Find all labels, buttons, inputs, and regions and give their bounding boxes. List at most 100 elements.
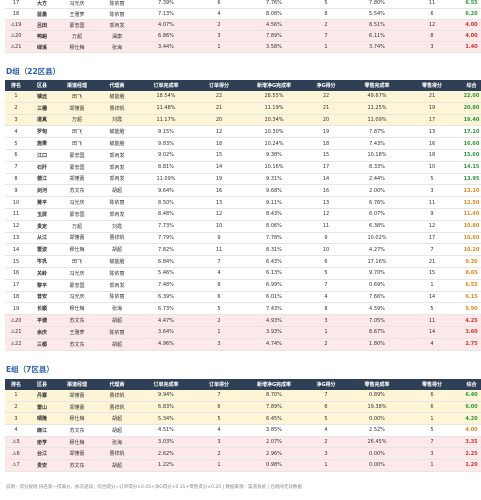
cell: 鸭峪 bbox=[27, 30, 57, 42]
cell: 8 bbox=[195, 279, 243, 292]
cell: 丹寨 bbox=[27, 390, 57, 402]
header-cell: 零售得分 bbox=[407, 379, 457, 390]
cell: 6 bbox=[407, 8, 457, 20]
cell: 8.31% bbox=[243, 243, 305, 257]
cell: 曹祥帆 bbox=[97, 102, 137, 115]
cell: 镇远 bbox=[27, 91, 57, 103]
table-row: 16 关岭 冯光庆 陈依丽 5.46% 4 6.13% 5 9.70% 15 8.65 bbox=[5, 267, 481, 280]
table-row: 4 罗甸 田飞 毓能脑 9.15% 12 10.30% 19 7.87% 13 17.10 bbox=[5, 125, 481, 139]
cell: 贵安 bbox=[27, 459, 57, 472]
cell: 6.99% bbox=[243, 279, 305, 292]
cell: 4.25 bbox=[457, 314, 481, 327]
cell: 吕田 bbox=[27, 19, 57, 31]
cell: 余庆 bbox=[27, 326, 57, 339]
cell: 4.56% bbox=[243, 19, 305, 31]
cell: 黎平 bbox=[27, 279, 57, 292]
cell: 2.44% bbox=[347, 173, 407, 186]
cell: 9 bbox=[5, 184, 27, 198]
cell: 7.76% bbox=[243, 0, 305, 9]
cell: 5 bbox=[305, 0, 347, 9]
cell: 郑懂蕾 bbox=[57, 173, 97, 186]
cell: 11.09% bbox=[137, 173, 195, 186]
cell: 蒙忠国 bbox=[57, 19, 97, 31]
cell: ⚠21 bbox=[5, 326, 27, 339]
cell: 3.58% bbox=[243, 41, 305, 53]
cell: 曹祥帆 bbox=[97, 447, 137, 461]
cell: 10.80 bbox=[457, 220, 481, 233]
cell: 2 bbox=[195, 19, 243, 31]
cell: 澜康 bbox=[97, 30, 137, 42]
table-row: 12 贵定 万超 刘霞 7.73% 10 8.06% 11 6.38% 12 10.80 bbox=[5, 220, 481, 233]
cell: 雷山 bbox=[27, 401, 57, 414]
cell: 2.07% bbox=[243, 436, 305, 449]
table-row: 2 三穗 郑懂蕾 曹祥帆 11.48% 21 11.19% 21 11.25% 19 20.80 bbox=[5, 102, 481, 115]
cell: 胡超 bbox=[97, 412, 137, 426]
cell: 21 bbox=[195, 102, 243, 115]
header-cell: 新增净G完成率 bbox=[243, 80, 305, 91]
cell: 18 bbox=[305, 137, 347, 150]
cell: 毓能脑 bbox=[97, 125, 137, 139]
cell: 郑懂蕾 bbox=[57, 447, 97, 461]
cell: 5 bbox=[305, 412, 347, 426]
cell: 28.55% bbox=[243, 91, 305, 103]
cell: ⚠6 bbox=[5, 447, 27, 461]
cell: 2.75 bbox=[457, 338, 481, 351]
cell: 曹祥帆 bbox=[97, 390, 137, 402]
cell: 14 bbox=[5, 243, 27, 257]
cell: 郑懂蕾 bbox=[57, 102, 97, 115]
cell: 郑懂蕾 bbox=[57, 401, 97, 414]
cell: 10.24% bbox=[243, 137, 305, 150]
cell: 19 bbox=[305, 125, 347, 139]
header-cell: 订单完成率 bbox=[137, 379, 195, 390]
header-cell: 订单完成率 bbox=[137, 80, 195, 91]
cell: 4.00 bbox=[457, 424, 481, 437]
cell: 7.66% bbox=[347, 291, 407, 304]
cell: 蓝墨 bbox=[27, 8, 57, 20]
cell: 9.38% bbox=[243, 149, 305, 162]
cell: 13 bbox=[195, 196, 243, 209]
cell: 4 bbox=[195, 8, 243, 20]
data-table: 排名 区县 渠道经理 代理商 订单完成率 订单得分 新增净G完成率 净G得分 零售完成率 零售得分… bbox=[5, 379, 481, 472]
header-cell: 零售完成率 bbox=[347, 379, 407, 390]
cell: 玉屏 bbox=[27, 208, 57, 221]
cell: 16.60 bbox=[457, 137, 481, 150]
cell: 5.90 bbox=[457, 302, 481, 316]
cell: 7 bbox=[195, 390, 243, 402]
cell: 2.62% bbox=[137, 447, 195, 461]
cell: 1.80% bbox=[347, 338, 407, 351]
cell: 2.00% bbox=[347, 184, 407, 198]
table-row: 1 镇远 田飞 毓能脑 18.54% 22 28.55% 22 49.67% 21 22.00 bbox=[5, 91, 481, 103]
cell: 6.13% bbox=[243, 267, 305, 280]
cell: 6.86% bbox=[137, 30, 195, 42]
cell: 长顺 bbox=[27, 302, 57, 316]
table-row: 9 剑河 苏文东 胡超 9.64% 16 9.68% 16 2.00% 3 13.10 bbox=[5, 184, 481, 198]
cell: 胡超 bbox=[97, 459, 137, 472]
cell: 17 bbox=[305, 161, 347, 174]
cell: 14 bbox=[195, 161, 243, 174]
cell: ⚠19 bbox=[5, 19, 27, 31]
cell: 4.96% bbox=[137, 338, 195, 351]
cell: 7.39% bbox=[137, 0, 195, 9]
cell: 12 bbox=[195, 125, 243, 139]
cell: 郭丙发 bbox=[97, 279, 137, 292]
cell: 11 bbox=[5, 208, 27, 221]
cell: 3 bbox=[305, 447, 347, 461]
cell: 5 bbox=[195, 302, 243, 316]
cell: 9.64% bbox=[137, 184, 195, 198]
cell: 穆仕梅 bbox=[57, 412, 97, 426]
cell: 穆仕梅 bbox=[57, 302, 97, 316]
cell: 3 bbox=[5, 412, 27, 426]
cell: 张海 bbox=[97, 302, 137, 316]
cell: 22.00 bbox=[457, 91, 481, 103]
cell: 6.45% bbox=[243, 412, 305, 426]
table-row: 5 施秉 田飞 毓能脑 9.83% 18 10.24% 18 7.43% 16 16.60 bbox=[5, 137, 481, 150]
cell: 4.07% bbox=[137, 19, 195, 31]
cell: 12 bbox=[407, 220, 457, 233]
cell: 陈依丽 bbox=[97, 267, 137, 280]
cell: 1 bbox=[195, 459, 243, 472]
table-row: 13 从江 郑懂蕾 曹祥帆 7.79% 9 7.78% 9 10.02% 17 10.60 bbox=[5, 232, 481, 245]
cell: 10.18% bbox=[347, 149, 407, 162]
cell: 苏文东 bbox=[57, 338, 97, 351]
cell: 3 bbox=[195, 436, 243, 449]
cell: 苏文东 bbox=[57, 424, 97, 437]
